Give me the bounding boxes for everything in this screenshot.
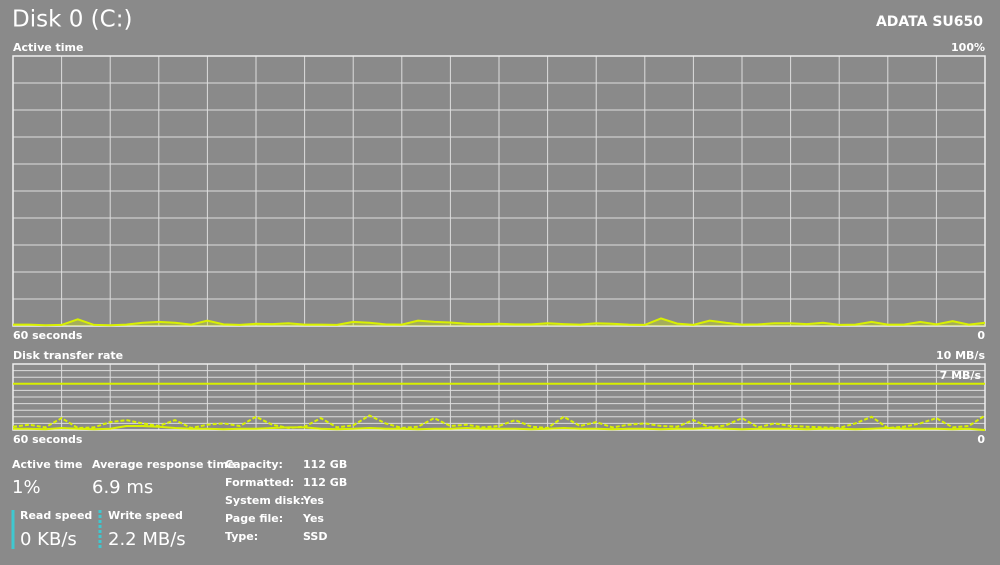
series-line — [12, 414, 986, 430]
stat-value: 1% — [12, 477, 41, 498]
plot-frame — [12, 363, 986, 431]
chart-label: Active time — [13, 41, 83, 54]
property-label: Formatted: — [225, 476, 294, 489]
property-label: Type: — [225, 530, 258, 543]
reference-label: 7 MB/s — [940, 369, 982, 382]
stats: Active time 1% Average response time 6.9… — [12, 458, 235, 550]
y-tick-label: 100% — [951, 41, 985, 54]
y-tick-label: 0 — [977, 433, 985, 446]
y-tick-label: 10 MB/s — [936, 349, 985, 362]
series-line — [13, 317, 986, 327]
plot-frame — [12, 55, 986, 327]
property-value: 112 GB — [303, 458, 347, 471]
stat-label: Average response time — [92, 458, 235, 471]
stat-value: 0 KB/s — [20, 529, 77, 550]
chart-label: Disk transfer rate — [13, 349, 123, 362]
stat-label: Active time — [12, 458, 82, 471]
legend-label: Write speed — [108, 509, 183, 522]
stat-value: 6.9 ms — [92, 477, 153, 498]
property-label: Capacity: — [225, 458, 283, 471]
property-label: Page file: — [225, 512, 283, 525]
stat-value: 2.2 MB/s — [108, 529, 186, 550]
property-value: 112 GB — [303, 476, 347, 489]
disk-model: ADATA SU650 — [876, 14, 983, 30]
x-axis-label: 60 seconds — [13, 329, 83, 342]
series-line — [13, 425, 986, 431]
x-axis-label: 60 seconds — [13, 433, 83, 446]
property-value: SSD — [303, 530, 327, 543]
y-tick-label: 0 — [977, 329, 985, 342]
legend-label: Read speed — [20, 509, 92, 522]
property-label: System disk: — [225, 494, 305, 507]
disk-title: Disk 0 (C:) — [12, 7, 132, 33]
property-value: Yes — [302, 494, 324, 507]
property-value: Yes — [302, 512, 324, 525]
